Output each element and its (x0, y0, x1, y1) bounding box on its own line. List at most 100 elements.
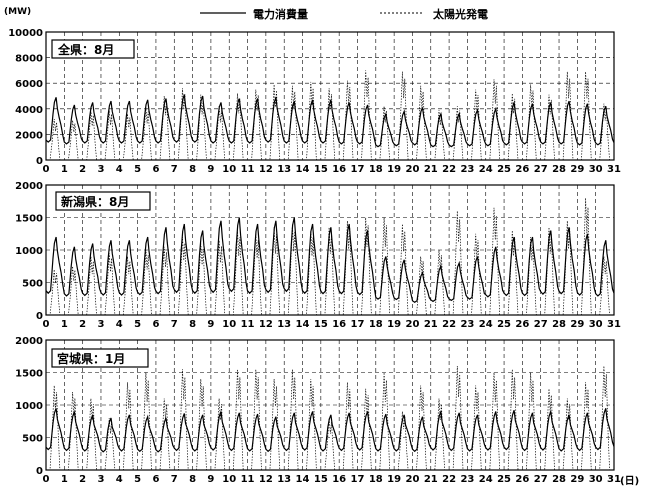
x-tick-label: 10 (222, 164, 236, 175)
x-tick-label: 2 (79, 474, 86, 485)
x-tick-label: 16 (332, 164, 346, 175)
x-tick-label: 24 (479, 319, 493, 330)
x-tick-label: 27 (534, 319, 548, 330)
x-tick-label: 19 (387, 319, 401, 330)
x-tick-label: 22 (442, 164, 456, 175)
x-tick-label: 15 (314, 474, 328, 485)
x-tick-label: 27 (534, 164, 548, 175)
x-tick-label: 21 (424, 164, 438, 175)
legend-label-consumption: 電力消費量 (253, 7, 308, 21)
x-tick-label: 12 (259, 319, 273, 330)
x-tick-label: 9 (207, 164, 214, 175)
x-tick-label: 6 (152, 164, 159, 175)
x-tick-label: 22 (442, 474, 456, 485)
panel-title-box (55, 191, 151, 211)
y-axis-labels: 10000 8000 6000 4000 2000 0 (8, 28, 43, 167)
y-tick-label: 0 (36, 311, 43, 322)
x-tick-label: 7 (171, 474, 178, 485)
panel-title-box (51, 348, 149, 368)
x-tick-label: 8 (189, 164, 196, 175)
x-tick-label: 4 (116, 319, 123, 330)
x-tick-label: 5 (134, 319, 141, 330)
x-tick-label: 0 (43, 164, 50, 175)
x-tick-label: 4 (116, 474, 123, 485)
x-tick-label: 12 (259, 474, 273, 485)
consumption-series-line (45, 94, 615, 148)
y-axis-labels: 2000 1500 1000 500 0 (15, 181, 43, 322)
x-tick-label: 7 (171, 164, 178, 175)
x-tick-label: 10 (222, 319, 236, 330)
x-tick-label: 9 (207, 474, 214, 485)
x-tick-label: 28 (552, 319, 566, 330)
x-tick-label: 29 (570, 164, 584, 175)
y-axis-labels: 2000 1500 1000 500 0 (15, 336, 43, 477)
x-tick-label: 25 (497, 164, 511, 175)
y-tick-label: 2000 (15, 336, 43, 347)
solar-series-line (46, 365, 614, 471)
x-tick-label: 1 (61, 319, 68, 330)
x-tick-label: 21 (424, 474, 438, 485)
consumption-series-line (45, 408, 615, 453)
x-tick-label: 24 (479, 474, 493, 485)
x-tick-label: 27 (534, 474, 548, 485)
x-tick-label: 25 (497, 474, 511, 485)
solar-series-line (46, 197, 614, 316)
x-tick-label: 21 (424, 319, 438, 330)
x-tick-label: 29 (570, 474, 584, 485)
x-tick-label: 18 (369, 164, 383, 175)
x-tick-label: 2 (79, 164, 86, 175)
x-tick-label: 29 (570, 319, 584, 330)
x-tick-label: 23 (460, 474, 474, 485)
legend: 電力消費量 太陽光発電 (200, 7, 488, 21)
x-tick-label: 17 (351, 474, 365, 485)
panel-title: 新潟県：8月 (61, 194, 129, 209)
x-tick-label: 13 (277, 164, 291, 175)
x-tick-label: 28 (552, 164, 566, 175)
x-tick-label: 24 (479, 164, 493, 175)
panel-title-box (51, 39, 135, 59)
x-tick-label: 17 (351, 319, 365, 330)
x-tick-label: 0 (43, 474, 50, 485)
x-tick-label: 14 (296, 164, 310, 175)
x-tick-label: 7 (171, 319, 178, 330)
y-tick-label: 8000 (15, 54, 43, 65)
panel-title: 宮城県：1月 (57, 351, 125, 366)
x-tick-label: 31 (607, 164, 621, 175)
y-unit-label: (MW) (4, 7, 31, 17)
y-tick-label: 4000 (15, 105, 43, 116)
x-tick-label: 11 (241, 319, 255, 330)
x-tick-label: 23 (460, 319, 474, 330)
y-tick-label: 500 (22, 434, 43, 445)
x-tick-label: 26 (515, 164, 529, 175)
y-tick-label: 500 (22, 279, 43, 290)
x-tick-label: 8 (189, 474, 196, 485)
x-tick-label: 13 (277, 319, 291, 330)
x-tick-label: 3 (97, 474, 104, 485)
y-tick-label: 1500 (15, 369, 43, 380)
x-tick-label: 31 (607, 319, 621, 330)
x-tick-label: 8 (189, 319, 196, 330)
x-tick-label: 6 (152, 474, 159, 485)
x-tick-label: 15 (314, 319, 328, 330)
y-tick-label: 1500 (15, 214, 43, 225)
y-tick-label: 0 (36, 156, 43, 167)
x-tick-label: 23 (460, 164, 474, 175)
consumption-series-line (45, 217, 615, 304)
x-tick-label: 22 (442, 319, 456, 330)
x-tick-label: 17 (351, 164, 365, 175)
x-tick-label: 16 (332, 474, 346, 485)
legend-label-solar: 太陽光発電 (432, 7, 488, 21)
x-tick-label: 19 (387, 474, 401, 485)
x-axis-labels: 0 1 2 3 4 5 6 7 8 9 10 11 12 13 14 15 16 17 18 19 20 21 22 23 24… (43, 164, 621, 175)
y-tick-label: 1000 (15, 401, 43, 412)
x-tick-label: 11 (241, 164, 255, 175)
x-tick-label: 1 (61, 474, 68, 485)
x-tick-label: 6 (152, 319, 159, 330)
x-tick-label: 3 (97, 319, 104, 330)
x-tick-label: 31 (607, 474, 621, 485)
x-tick-label: 2 (79, 319, 86, 330)
x-tick-label: 0 (43, 319, 50, 330)
